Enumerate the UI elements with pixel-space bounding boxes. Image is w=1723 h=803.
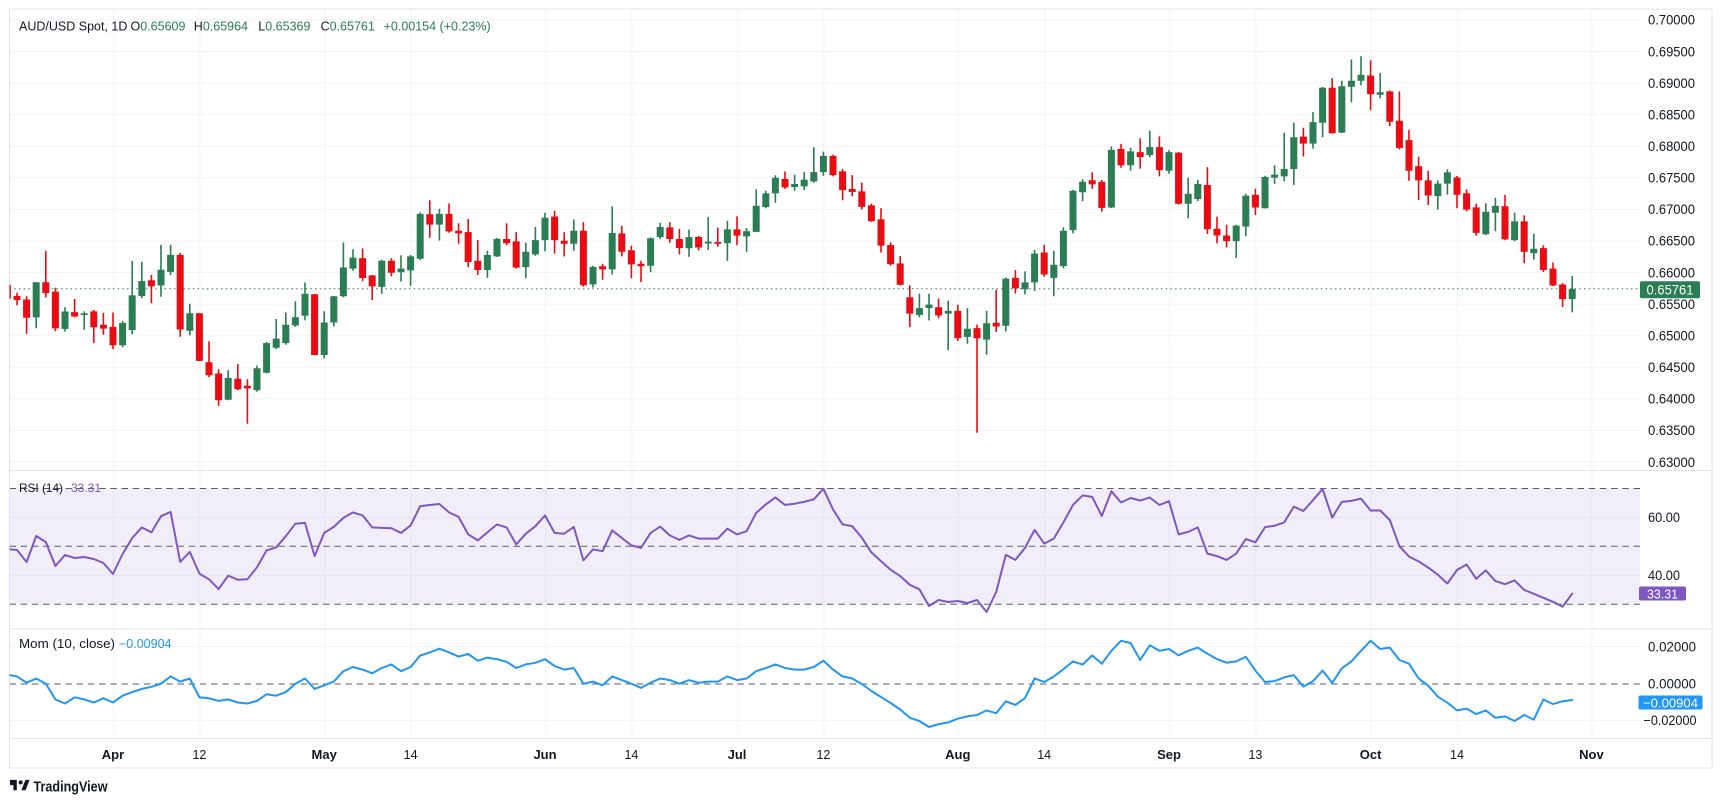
svg-text:0.65000: 0.65000: [1648, 329, 1695, 344]
svg-text:H0.65964: H0.65964: [194, 20, 248, 34]
svg-text:RSI (14): RSI (14): [19, 481, 63, 495]
svg-text:0.69000: 0.69000: [1648, 76, 1695, 91]
svg-text:0.66000: 0.66000: [1648, 265, 1695, 280]
svg-text:Nov: Nov: [1579, 747, 1604, 762]
svg-text:0.63000: 0.63000: [1648, 455, 1695, 470]
svg-text:TradingView: TradingView: [34, 779, 108, 796]
svg-text:13: 13: [1248, 748, 1262, 762]
svg-text:−0.02000: −0.02000: [1644, 713, 1697, 728]
svg-text:C0.65761: C0.65761: [321, 20, 375, 34]
svg-text:0.67500: 0.67500: [1648, 171, 1695, 186]
svg-text:0.64000: 0.64000: [1648, 392, 1695, 407]
svg-text:Sep: Sep: [1157, 747, 1181, 762]
svg-text:L0.65369: L0.65369: [258, 20, 310, 34]
svg-text:0.70000: 0.70000: [1648, 13, 1695, 28]
svg-text:−0.00904: −0.00904: [1643, 695, 1698, 710]
svg-text:0.00000: 0.00000: [1648, 676, 1696, 691]
svg-text:0.65761: 0.65761: [1647, 283, 1694, 298]
svg-text:O0.65609: O0.65609: [131, 20, 186, 34]
svg-text:May: May: [312, 747, 338, 762]
svg-text:33.31: 33.31: [1647, 586, 1678, 601]
svg-text:Oct: Oct: [1360, 747, 1382, 762]
svg-text:Aug: Aug: [945, 747, 970, 762]
svg-text:14: 14: [624, 748, 638, 762]
svg-text:Jul: Jul: [728, 747, 747, 762]
svg-text:40.00: 40.00: [1648, 568, 1680, 583]
svg-text:33.31: 33.31: [71, 481, 101, 495]
svg-text:12: 12: [192, 748, 206, 762]
svg-text:0.69500: 0.69500: [1648, 44, 1695, 59]
svg-text:0.68500: 0.68500: [1648, 107, 1695, 122]
svg-text:60.00: 60.00: [1648, 510, 1680, 525]
svg-text:0.65500: 0.65500: [1648, 297, 1695, 312]
svg-text:0.68000: 0.68000: [1648, 139, 1695, 154]
svg-text:0.66500: 0.66500: [1648, 234, 1695, 249]
svg-text:+0.00154 (+0.23%): +0.00154 (+0.23%): [384, 20, 491, 34]
svg-text:14: 14: [1450, 748, 1464, 762]
svg-text:0.67000: 0.67000: [1648, 202, 1695, 217]
svg-text:Mom (10, close): Mom (10, close): [19, 636, 115, 651]
svg-text:Jun: Jun: [533, 747, 556, 762]
svg-text:0.02000: 0.02000: [1648, 639, 1696, 654]
svg-text:−0.00904: −0.00904: [119, 637, 172, 651]
svg-text:0.63500: 0.63500: [1648, 423, 1695, 438]
svg-text:Apr: Apr: [102, 747, 124, 762]
svg-text:12: 12: [816, 748, 830, 762]
svg-text:14: 14: [404, 748, 418, 762]
svg-text:0.64500: 0.64500: [1648, 360, 1695, 375]
svg-text:AUD/USD Spot, 1D: AUD/USD Spot, 1D: [19, 20, 127, 34]
svg-text:14: 14: [1037, 748, 1051, 762]
